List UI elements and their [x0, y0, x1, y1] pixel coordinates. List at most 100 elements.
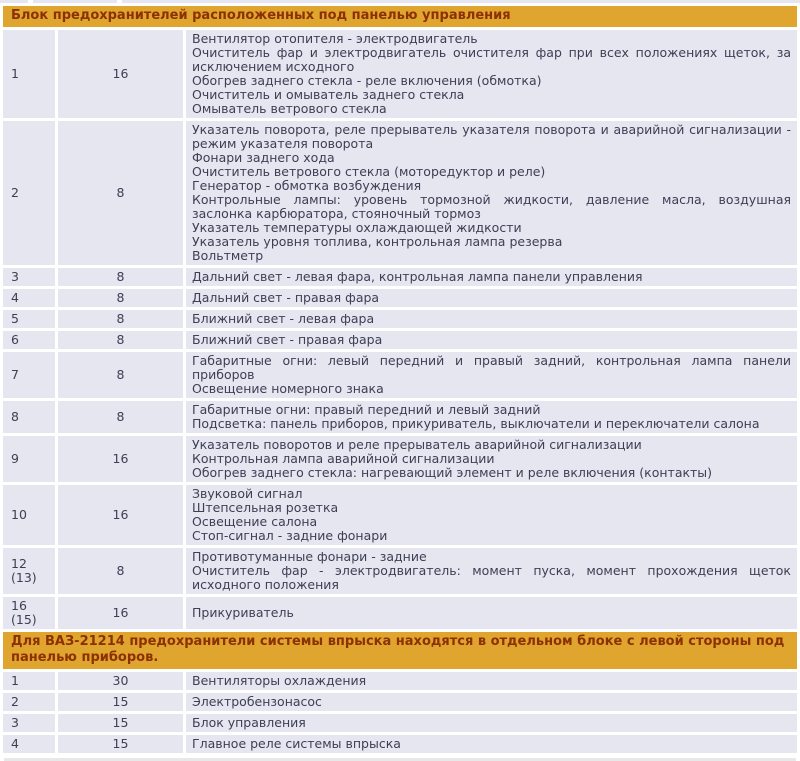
description-line: Контрольная лампа аварийной сигнализации — [192, 451, 495, 466]
amperage-cell: 16 — [58, 30, 183, 118]
fuse-number-cell: 2 — [3, 693, 55, 711]
fuse-number-cell: 8 — [3, 401, 55, 433]
sliver-cell — [0, 0, 28, 3]
description-line: Фонари заднего хода — [192, 150, 335, 165]
table-row: 5 8 Ближний свет - левая фара — [3, 310, 797, 328]
description-cell: Дальний свет - правая фара — [186, 289, 797, 307]
description-line: Блок управления — [192, 715, 306, 730]
description-line: Вентилятор отопителя - электродвигатель — [192, 31, 478, 46]
fuse-number-cell: 12 (13) — [3, 548, 55, 594]
amperage-cell: 8 — [58, 548, 183, 594]
fuse-number-cell: 10 — [3, 485, 55, 545]
fuse-number-cell: 9 — [3, 436, 55, 482]
fuse-table-body: Блок предохранителей расположенных под п… — [3, 6, 797, 753]
description-line: Очиститель ветрового стекла (моторедукто… — [192, 164, 546, 179]
description-line: Габаритные огни: левый передний и правый… — [192, 353, 791, 382]
amperage-cell: 8 — [58, 352, 183, 398]
sliver-cell — [33, 0, 117, 3]
amperage-cell: 8 — [58, 310, 183, 328]
fuse-table: Блок предохранителей расположенных под п… — [0, 3, 800, 756]
fuse-number-cell: 3 — [3, 714, 55, 732]
description-cell: Дальний свет - левая фара, контрольная л… — [186, 268, 797, 286]
table-row: 8 8 Габаритные огни: правый передний и лев… — [3, 401, 797, 433]
table-row: 3 8 Дальний свет - левая фара, контрольная… — [3, 268, 797, 286]
description-cell: Ближний свет - левая фара — [186, 310, 797, 328]
description-line: Дальний свет - левая фара, контрольная л… — [192, 269, 643, 284]
amperage-cell: 16 — [58, 436, 183, 482]
description-line: Контрольные лампы: уровень тормозной жид… — [192, 192, 791, 221]
description-line: Подсветка: панель приборов, прикуривател… — [192, 416, 760, 431]
description-line: Вентиляторы охлаждения — [192, 673, 367, 688]
description-line: Дальний свет - правая фара — [192, 290, 380, 305]
description-cell: Ближний свет - правая фара — [186, 331, 797, 349]
description-line: Обогрев заднего стекла: нагревающий элем… — [192, 465, 713, 480]
description-line: Штепсельная розетка — [192, 500, 339, 515]
description-line: Главное реле системы впрыска — [192, 736, 401, 751]
table-row: 16 (15) 16 Прикуриватель — [3, 597, 797, 629]
section-header-row-1: Блок предохранителей расположенных под п… — [3, 6, 797, 27]
description-line: Ближний свет - правая фара — [192, 332, 383, 347]
fuse-number-cell: 1 — [3, 672, 55, 690]
sliver-cell — [122, 0, 800, 3]
fuse-number-cell: 5 — [3, 310, 55, 328]
description-cell: Звуковой сигнал Штепсельная розетка Освеще… — [186, 485, 797, 545]
description-line: Освещение салона — [192, 514, 318, 529]
amperage-cell: 16 — [58, 597, 183, 629]
description-line: Прикуриватель — [192, 605, 294, 620]
table-row: 9 16 Указатель поворотов и реле прерывател… — [3, 436, 797, 482]
description-line: Звуковой сигнал — [192, 486, 303, 501]
description-line: Вольтметр — [192, 248, 264, 263]
section-header-row-2: Для ВАЗ-21214 предохранители системы впр… — [3, 632, 797, 669]
description-cell: Габаритные огни: левый передний и правый… — [186, 352, 797, 398]
description-line: Очиститель фар - электродвигатель: момен… — [192, 563, 791, 592]
table-row: 4 15 Главное реле системы впрыска — [3, 735, 797, 753]
amperage-cell: 15 — [58, 693, 183, 711]
table-row: 4 8 Дальний свет - правая фара — [3, 289, 797, 307]
cropped-row-sliver — [0, 0, 800, 3]
description-cell: Электробензонасос — [186, 693, 797, 711]
fuse-number-cell: 2 — [3, 121, 55, 265]
amperage-cell: 30 — [58, 672, 183, 690]
fuse-number-cell: 4 — [3, 735, 55, 753]
fuse-number-cell: 3 — [3, 268, 55, 286]
section-header-vaz21214-injection: Для ВАЗ-21214 предохранители системы впр… — [3, 632, 797, 669]
description-line: Омыватель ветрового стекла — [192, 101, 387, 116]
amperage-cell: 8 — [58, 268, 183, 286]
description-cell: Главное реле системы впрыска — [186, 735, 797, 753]
amperage-cell: 8 — [58, 401, 183, 433]
table-row: 7 8 Габаритные огни: левый передний и прав… — [3, 352, 797, 398]
table-row: 3 15 Блок управления — [3, 714, 797, 732]
description-cell: Указатель поворота, реле прерыватель ука… — [186, 121, 797, 265]
description-cell: Вентилятор отопителя - электродвигатель О… — [186, 30, 797, 118]
fuse-number-cell: 7 — [3, 352, 55, 398]
table-row: 1 30 Вентиляторы охлаждения — [3, 672, 797, 690]
description-line: Очиститель и омыватель заднего стекла — [192, 87, 465, 102]
amperage-cell: 15 — [58, 735, 183, 753]
description-cell: Габаритные огни: правый передний и левый… — [186, 401, 797, 433]
section-header-under-panel: Блок предохранителей расположенных под п… — [3, 6, 797, 27]
table-row: 10 16 Звуковой сигнал Штепсельная розетка Ос… — [3, 485, 797, 545]
fuse-number-cell: 16 (15) — [3, 597, 55, 629]
description-line: Электробензонасос — [192, 694, 322, 709]
table-row: 1 16 Вентилятор отопителя - электродвигате… — [3, 30, 797, 118]
description-line: Обогрев заднего стекла - реле включения … — [192, 73, 542, 88]
amperage-cell: 8 — [58, 121, 183, 265]
amperage-cell: 8 — [58, 289, 183, 307]
description-line: Генератор - обмотка возбуждения — [192, 178, 422, 193]
table-row: 2 15 Электробензонасос — [3, 693, 797, 711]
amperage-cell: 8 — [58, 331, 183, 349]
sliver-divider — [28, 0, 33, 3]
table-row: 12 (13) 8 Противотуманные фонари - задние О… — [3, 548, 797, 594]
fuse-number-cell: 4 — [3, 289, 55, 307]
fuse-number-cell: 6 — [3, 331, 55, 349]
description-cell: Противотуманные фонари - задние Очистител… — [186, 548, 797, 594]
amperage-cell: 16 — [58, 485, 183, 545]
description-line: Габаритные огни: правый передний и левый… — [192, 402, 541, 417]
description-cell: Прикуриватель — [186, 597, 797, 629]
description-cell: Указатель поворотов и реле прерыватель а… — [186, 436, 797, 482]
table-row: 2 8 Указатель поворота, реле прерыватель у… — [3, 121, 797, 265]
description-cell: Блок управления — [186, 714, 797, 732]
amperage-cell: 15 — [58, 714, 183, 732]
description-line: Противотуманные фонари - задние — [192, 549, 427, 564]
description-line: Освещение номерного знака — [192, 381, 384, 396]
